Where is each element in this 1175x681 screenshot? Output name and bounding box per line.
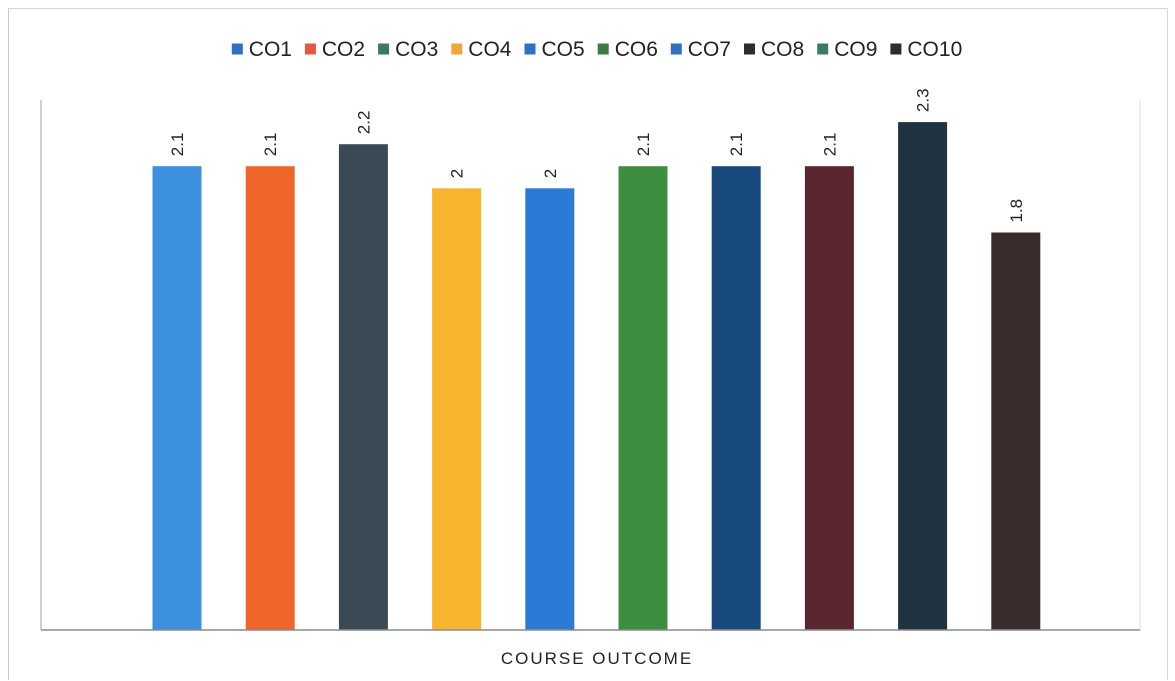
legend-item-co5: CO5 — [524, 38, 585, 61]
legend-swatch-co6 — [597, 43, 609, 55]
chart-frame — [8, 8, 1168, 680]
x-axis-title: COURSE OUTCOME — [501, 649, 693, 668]
legend-item-co1: CO1 — [231, 38, 292, 61]
legend-swatch-co2 — [304, 43, 316, 55]
legend-swatch-co3 — [378, 43, 390, 55]
legend-label-co7: CO7 — [688, 38, 731, 61]
data-label-co3: 2.2 — [354, 111, 373, 135]
data-label-co8: 2.1 — [820, 133, 839, 157]
data-label-co7: 2.1 — [727, 133, 746, 157]
legend-swatch-co8 — [744, 43, 755, 55]
legend-item-co4: CO4 — [451, 38, 512, 61]
data-label-co6: 2.1 — [634, 133, 653, 157]
chart-legend: CO1 CO2 CO3 CO4 CO5 CO6 CO7 CO8 CO9 CO10 — [231, 38, 962, 61]
data-label-co4: 2 — [448, 169, 467, 178]
data-label-co2: 2.1 — [261, 133, 280, 157]
bar-co10 — [991, 232, 1041, 630]
legend-item-co6: CO6 — [597, 38, 658, 61]
legend-label-co5: CO5 — [542, 38, 585, 61]
legend-label-co9: CO9 — [834, 38, 877, 61]
bar-co8 — [804, 166, 854, 630]
legend-item-co10: CO10 — [890, 38, 962, 61]
bar-co5 — [525, 188, 575, 631]
bar-co7 — [711, 166, 761, 630]
legend-swatch-co7 — [670, 43, 682, 55]
legend-item-co2: CO2 — [304, 38, 365, 61]
legend-label-co8: CO8 — [761, 38, 804, 61]
legend-swatch-co5 — [524, 43, 536, 55]
data-label-co1: 2.1 — [168, 133, 187, 157]
legend-label-co6: CO6 — [615, 38, 658, 61]
legend-item-co9: CO9 — [817, 38, 877, 61]
legend-swatch-co9 — [817, 43, 829, 55]
chart-bars — [152, 122, 1041, 631]
legend-swatch-co4 — [451, 43, 463, 55]
bar-co9 — [898, 122, 948, 630]
data-label-co5: 2 — [541, 169, 560, 178]
legend-label-co2: CO2 — [322, 38, 365, 61]
legend-item-co7: CO7 — [670, 38, 731, 61]
legend-label-co1: CO1 — [249, 38, 292, 61]
legend-label-co10: CO10 — [907, 38, 962, 61]
bar-co3 — [338, 144, 388, 630]
chart-data-labels: 2.1 2.1 2.2 2 2 2.1 2.1 2.1 2.3 1.8 — [168, 88, 1026, 222]
legend-swatch-co1 — [231, 43, 243, 55]
bar-co1 — [152, 166, 202, 630]
bar-co4 — [432, 188, 482, 631]
data-label-co9: 2.3 — [914, 88, 933, 112]
bar-co6 — [618, 166, 668, 630]
bar-co2 — [245, 166, 295, 630]
legend-swatch-co10 — [890, 43, 902, 55]
legend-label-co4: CO4 — [468, 38, 512, 61]
data-label-co10: 1.8 — [1007, 199, 1026, 223]
legend-label-co3: CO3 — [395, 38, 438, 61]
legend-item-co3: CO3 — [378, 38, 438, 61]
legend-item-co8: CO8 — [744, 38, 804, 61]
